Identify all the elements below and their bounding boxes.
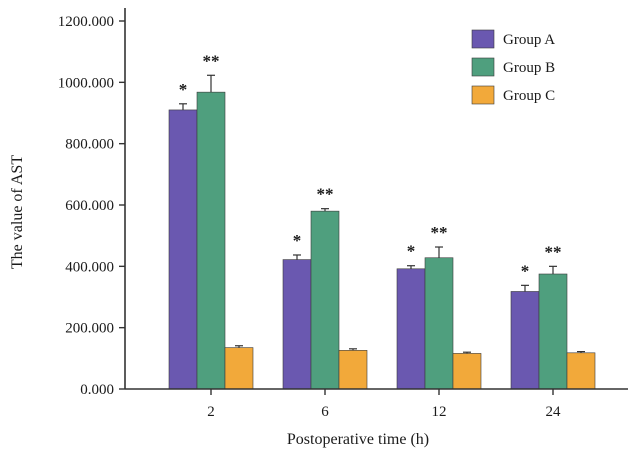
x-tick-label: 12 (432, 404, 447, 420)
significance-marker: ** (431, 223, 448, 242)
significance-marker: * (179, 80, 188, 99)
bar (196, 91, 226, 390)
bar (338, 350, 368, 390)
significance-marker: ** (545, 242, 562, 261)
legend: Group A Group B Group C (471, 29, 555, 105)
legend-label: Group B (503, 60, 555, 76)
bar (424, 257, 454, 390)
y-tick-label: 0.000 (80, 382, 114, 398)
bar (168, 109, 198, 390)
x-tick-label: 24 (546, 404, 562, 420)
bar (452, 353, 482, 390)
ticks-layer: 0.000 200.000 400.000 600.000 800.000 1000.00… (58, 14, 561, 420)
bar (566, 352, 596, 390)
x-axis-title: Postoperative time (h) (287, 431, 429, 448)
significance-marker: * (293, 231, 302, 250)
bar (310, 210, 340, 390)
bars-layer: ************ (168, 51, 596, 390)
legend-label: Group A (503, 32, 555, 48)
legend-swatch (471, 85, 495, 105)
bar (282, 259, 312, 390)
significance-marker: * (407, 242, 416, 261)
legend-swatch (471, 57, 495, 77)
y-axis-title: The value of AST (9, 155, 26, 269)
y-tick-label: 800.000 (65, 137, 114, 153)
bar (224, 347, 254, 390)
significance-marker: ** (317, 185, 334, 204)
x-tick-label: 2 (207, 404, 215, 420)
y-tick-label: 1000.000 (58, 75, 114, 91)
significance-marker: ** (203, 51, 220, 70)
y-tick-label: 600.000 (65, 198, 114, 214)
legend-swatch (471, 29, 495, 49)
y-tick-label: 200.000 (65, 321, 114, 337)
y-tick-label: 1200.000 (58, 14, 114, 30)
bar (396, 268, 426, 390)
bar (538, 273, 568, 390)
axes-layer (124, 8, 628, 390)
x-tick-label: 6 (321, 404, 329, 420)
bar (510, 291, 540, 390)
y-tick-label: 400.000 (65, 259, 114, 275)
legend-label: Group C (503, 88, 555, 104)
significance-marker: * (521, 261, 530, 280)
